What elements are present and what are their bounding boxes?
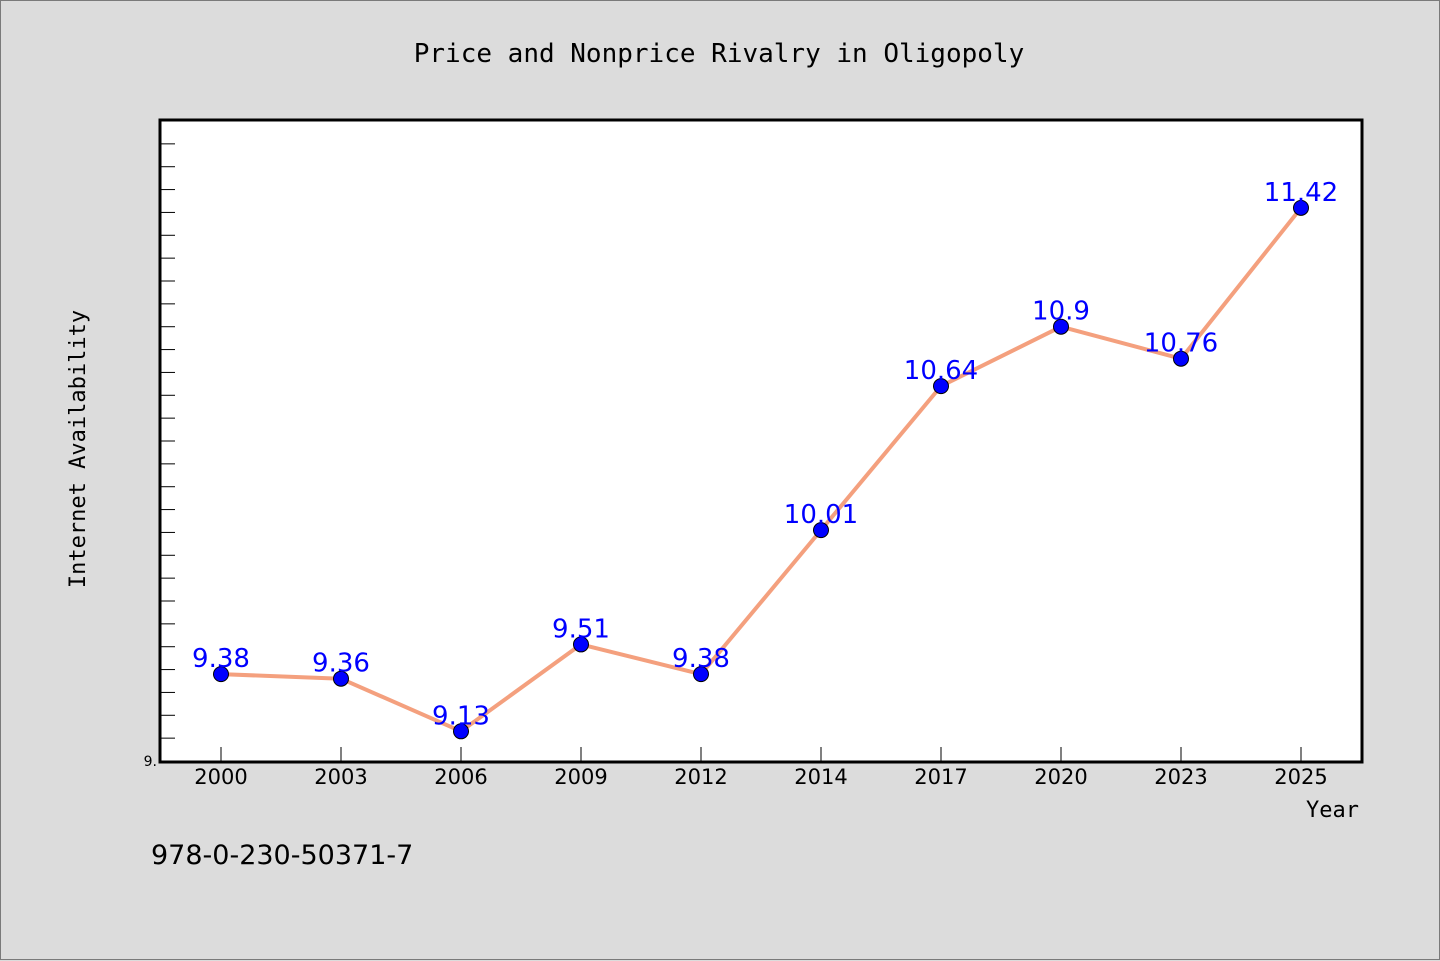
x-axis-ticks: 2000 2003 2006 2009 2012 2014 2017 2020 2023 2025 [194, 747, 1328, 789]
y-axis-ticks: 9. [144, 143, 175, 770]
x-tick-label: 2017 [914, 765, 967, 789]
data-label: 9.13 [432, 701, 490, 731]
x-tick-label: 2025 [1274, 765, 1327, 789]
data-point [573, 636, 589, 653]
data-label: 10.64 [904, 356, 978, 386]
data-point [453, 723, 469, 740]
data-label: 10.9 [1032, 297, 1090, 327]
data-point [1293, 199, 1309, 216]
x-tick-label: 2012 [674, 765, 727, 789]
data-point [213, 666, 229, 683]
data-point [933, 378, 949, 395]
data-point [693, 666, 709, 683]
x-tick-label: 2000 [194, 765, 247, 789]
data-point [333, 670, 349, 687]
plot-area [158, 118, 1364, 764]
data-label: 9.38 [192, 644, 250, 674]
x-tick-label: 2006 [434, 765, 487, 789]
y-axis-label: Internet Availability [66, 310, 91, 588]
data-label: 9.38 [672, 644, 730, 674]
x-tick-label: 2009 [554, 765, 607, 789]
data-label: 10.76 [1144, 329, 1218, 359]
y-tick-label: 9. [144, 754, 157, 770]
x-tick-label: 2020 [1034, 765, 1087, 789]
x-axis-label: Year [1306, 798, 1359, 823]
series-group: 9.38 9.36 9.13 9.51 9.38 10.01 10.64 10.9 10.76 1… [192, 178, 1338, 740]
data-label: 11.42 [1264, 178, 1338, 208]
caption-text: 978-0-230-50371-7 [151, 840, 413, 871]
series-line [220, 206, 1303, 734]
data-point [1173, 350, 1189, 367]
data-label: 9.36 [312, 649, 370, 679]
data-point [813, 522, 829, 539]
chart-title: Price and Nonprice Rivalry in Oligopoly [414, 39, 1024, 69]
x-tick-label: 2023 [1154, 765, 1207, 789]
x-tick-label: 2014 [794, 765, 847, 789]
data-point [1053, 318, 1069, 335]
data-label: 9.51 [552, 614, 610, 644]
x-tick-label: 2003 [314, 765, 367, 789]
data-label: 10.01 [784, 500, 858, 530]
